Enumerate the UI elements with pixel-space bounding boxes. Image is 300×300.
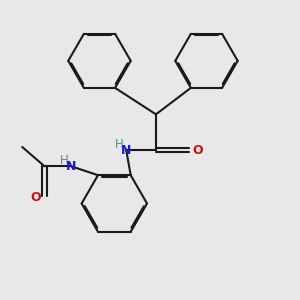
Text: N: N [121,143,131,157]
Text: O: O [30,191,41,204]
Text: N: N [66,160,76,173]
Text: H: H [60,154,69,167]
Text: H: H [115,138,124,151]
Text: O: O [192,143,203,157]
